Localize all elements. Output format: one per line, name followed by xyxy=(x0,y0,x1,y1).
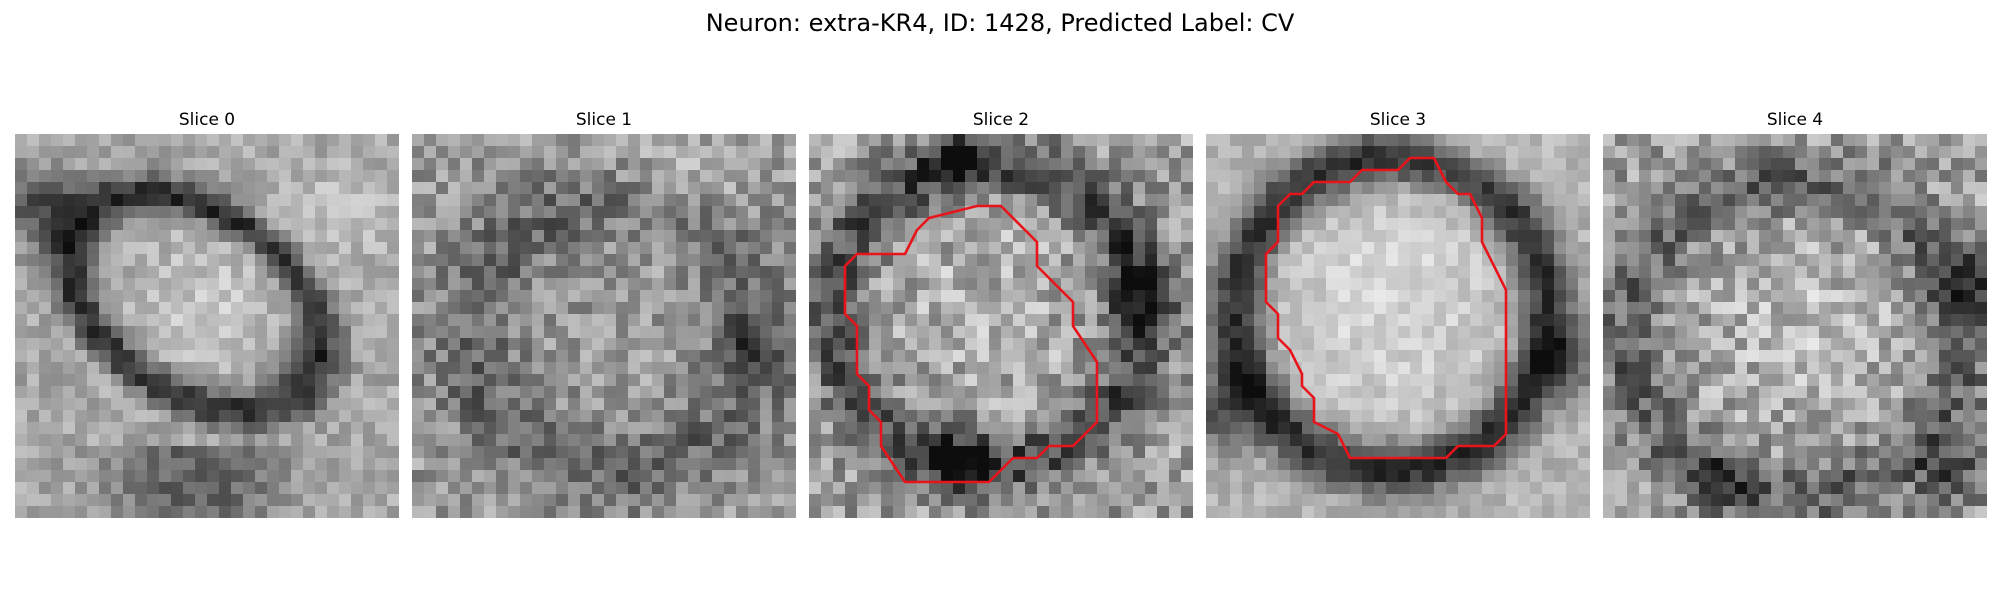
slice-image xyxy=(412,134,796,518)
slice-image xyxy=(809,134,1193,518)
slice-title: Slice 0 xyxy=(178,110,236,130)
slice-title: Slice 2 xyxy=(972,110,1030,130)
slice-panel-1: Slice 1 xyxy=(412,108,796,518)
slice-image xyxy=(1206,134,1590,518)
slice-panel-3: Slice 3 xyxy=(1206,108,1590,518)
segmentation-contour xyxy=(843,204,1099,484)
slice-image xyxy=(15,134,399,518)
segmentation-contour xyxy=(1264,156,1508,460)
slice-panel-4: Slice 4 xyxy=(1603,108,1987,518)
slice-title: Slice 4 xyxy=(1766,110,1824,130)
slice-image xyxy=(1603,134,1987,518)
slice-title: Slice 3 xyxy=(1369,110,1427,130)
slice-panel-2: Slice 2 xyxy=(809,108,1193,518)
slice-panel-0: Slice 0 xyxy=(15,108,399,518)
slice-title: Slice 1 xyxy=(575,110,633,130)
figure-title: Neuron: extra-KR4, ID: 1428, Predicted L… xyxy=(705,9,1295,37)
